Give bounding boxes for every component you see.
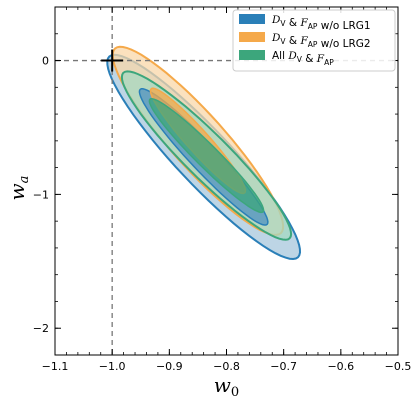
x-tick-label: −0.8	[213, 360, 240, 373]
legend-label-2: DV & FAP w/o LRG2	[271, 32, 371, 50]
x-tick-label: −0.9	[156, 360, 183, 373]
y-tick-label: −1	[33, 188, 49, 201]
legend-box	[232, 9, 396, 72]
contour-68-series-3	[148, 98, 265, 214]
legend-swatch-3	[239, 50, 265, 60]
x-tick-label: −1.1	[42, 360, 69, 373]
legend-swatch-2	[239, 32, 265, 42]
x-tick-label: −0.7	[270, 360, 297, 373]
x-tick-label: −0.5	[385, 360, 412, 373]
x-tick-label: −1.0	[99, 360, 126, 373]
legend-label-3: All DV & FAP	[272, 50, 334, 67]
contour-layer	[106, 45, 302, 261]
y-tick-label: −2	[33, 322, 49, 335]
x-tick-label: −0.6	[327, 360, 354, 373]
axes: −1.1 −1.0 −0.9 −0.8 −0.7 −0.6 −0.5 0 −1 −2 w0 wa	[5, 6, 412, 400]
y-axis-label: wa	[5, 176, 32, 201]
y-tick-label: 0	[42, 55, 49, 68]
x-axis-label: w0	[214, 373, 239, 400]
reference-lines	[55, 7, 398, 355]
legend-swatch-1	[239, 14, 265, 24]
legend-label-1: DV & FAP w/o LRG1	[271, 14, 371, 32]
